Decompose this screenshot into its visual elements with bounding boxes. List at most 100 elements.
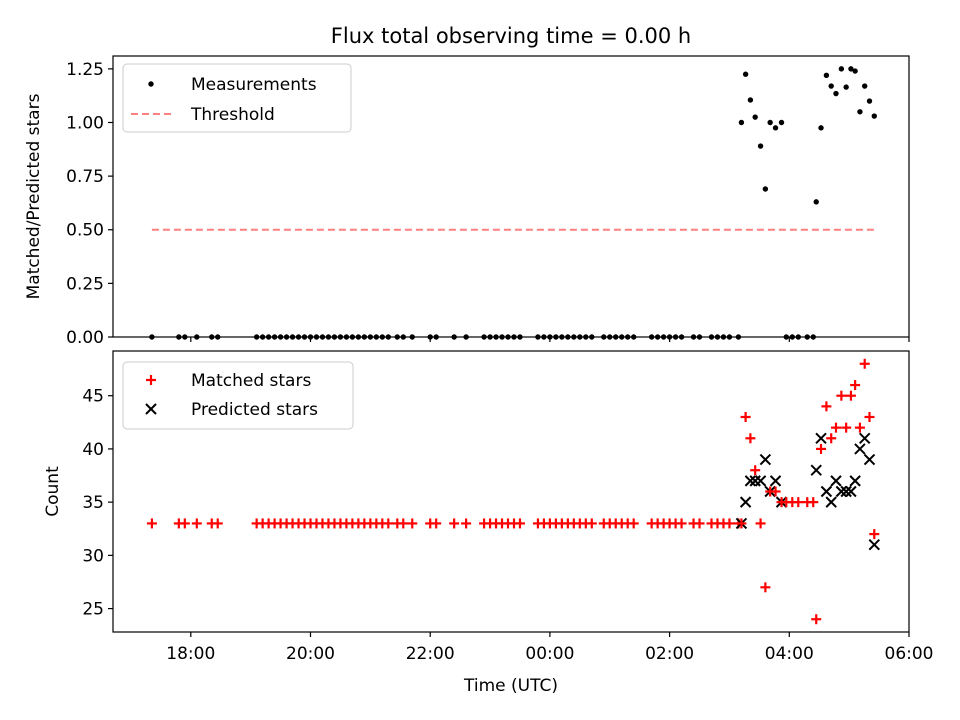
predicted-star-stroke (849, 475, 861, 487)
top-panel: 0.00 0.25 0.50 0.75 1.00 1.25 Matched/Predict… (24, 55, 910, 348)
predicted-star-point (854, 443, 866, 455)
predicted-star-stroke (854, 443, 866, 455)
top-y-ticks: 0.00 0.25 0.50 0.75 1.00 1.25 (66, 60, 113, 348)
measurement-point (857, 109, 863, 115)
bottom-marks (146, 358, 880, 625)
predicted-star-point (820, 485, 833, 498)
predicted-star-stroke (863, 453, 876, 466)
measurement-point (778, 119, 785, 126)
matched-star-point (864, 411, 875, 422)
matched-star-point (398, 518, 409, 529)
measurement-point (862, 83, 868, 89)
matched-star-point (770, 486, 781, 497)
measurement-point (813, 199, 819, 205)
matched-star-point (859, 358, 870, 369)
matched-star-point (514, 518, 525, 529)
x-axis-label: Time (UTC) (463, 676, 558, 696)
predicted-star-stroke (840, 485, 852, 498)
x-tick-label: 06:00 (885, 644, 934, 664)
top-x-ticks (190, 337, 910, 342)
top-y-axis-label: Matched/Predicted stars (24, 93, 44, 299)
matched-star-point (745, 433, 756, 444)
predicted-star-stroke (859, 432, 871, 444)
y-tick-label: 0.00 (66, 328, 104, 348)
y-tick-label: 1.25 (66, 60, 104, 80)
matched-star-point (826, 433, 837, 444)
predicted-star-stroke (739, 496, 752, 508)
y-tick-label: 0.50 (66, 221, 104, 241)
legend-matched-marker (146, 375, 156, 385)
predicted-star-stroke (754, 475, 767, 487)
predicted-star-point (863, 453, 876, 466)
matched-star-point (841, 422, 852, 433)
matched-star-point (755, 518, 766, 529)
x-tick-label: 20:00 (286, 644, 335, 664)
matched-star-point (191, 518, 202, 529)
bottom-legend: Matched stars Predicted stars (122, 361, 354, 430)
y-tick-label: 25 (82, 600, 104, 620)
matched-star-point (836, 390, 847, 401)
matched-star-point (724, 518, 735, 529)
predicted-star-stroke (815, 432, 827, 444)
bottom-y-ticks: 25 30 35 40 45 (82, 387, 113, 620)
predicted-star-point (825, 496, 837, 508)
matched-star-point (431, 518, 442, 529)
predicted-star-stroke (769, 475, 782, 487)
matched-star-point (740, 411, 751, 422)
matched-star-point (461, 518, 472, 529)
predicted-star-point (744, 475, 757, 487)
x-tick-label: 18:00 (166, 644, 215, 664)
legend-measurements-label: Measurements (191, 75, 317, 95)
y-tick-label: 0.75 (66, 167, 104, 187)
measurement-point (838, 66, 845, 72)
measurement-point (852, 68, 858, 74)
measurement-point (866, 98, 873, 104)
measurement-point (742, 71, 749, 77)
matched-star-point (808, 497, 819, 508)
matched-star-point (830, 422, 841, 433)
legend-predicted-marker (145, 403, 157, 415)
predicted-star-stroke (845, 485, 857, 498)
matched-star-point (811, 614, 822, 625)
matched-star-point (845, 390, 856, 401)
measurement-point (818, 125, 824, 131)
matched-star-point (821, 401, 832, 412)
bottom-panel: 25 30 35 40 45 18:00 20:00 22:00 00:00 02:00 04:0… (43, 350, 934, 696)
predicted-star-point (739, 496, 752, 508)
predicted-star-point (830, 475, 842, 487)
top-legend-box (122, 63, 352, 133)
matched-star-point (449, 518, 460, 529)
matched-star-point (850, 380, 861, 391)
measurement-point (767, 119, 773, 126)
bottom-legend-box (122, 361, 354, 430)
predicted-star-stroke (830, 475, 842, 487)
y-tick-label: 40 (82, 440, 104, 460)
predicted-star-stroke (744, 475, 757, 487)
matched-star-point (793, 497, 804, 508)
predicted-star-point (849, 475, 861, 487)
measurement-point (828, 83, 834, 89)
predicted-star-point (815, 432, 827, 444)
legend-measurements-marker (148, 81, 154, 87)
matched-star-point (146, 518, 157, 529)
x-tick-label: 00:00 (525, 644, 574, 664)
predicted-star-stroke (759, 453, 772, 466)
predicted-star-point (769, 475, 782, 487)
measurement-point (757, 143, 764, 149)
measurement-point (738, 119, 745, 126)
matched-star-point (628, 518, 639, 529)
x-tick-label: 02:00 (645, 644, 694, 664)
measurement-point (823, 72, 830, 79)
x-tick-label: 04:00 (765, 644, 814, 664)
matched-star-point (869, 529, 880, 540)
matched-star-point (816, 443, 827, 454)
y-tick-label: 0.25 (66, 274, 104, 294)
measurement-point (762, 186, 769, 192)
predicted-star-point (840, 485, 852, 498)
y-tick-label: 30 (82, 546, 104, 566)
predicted-star-point (845, 485, 857, 498)
measurement-point (772, 125, 779, 131)
matched-star-point (586, 518, 597, 529)
measurement-point (848, 66, 854, 72)
predicted-star-stroke (835, 485, 848, 498)
